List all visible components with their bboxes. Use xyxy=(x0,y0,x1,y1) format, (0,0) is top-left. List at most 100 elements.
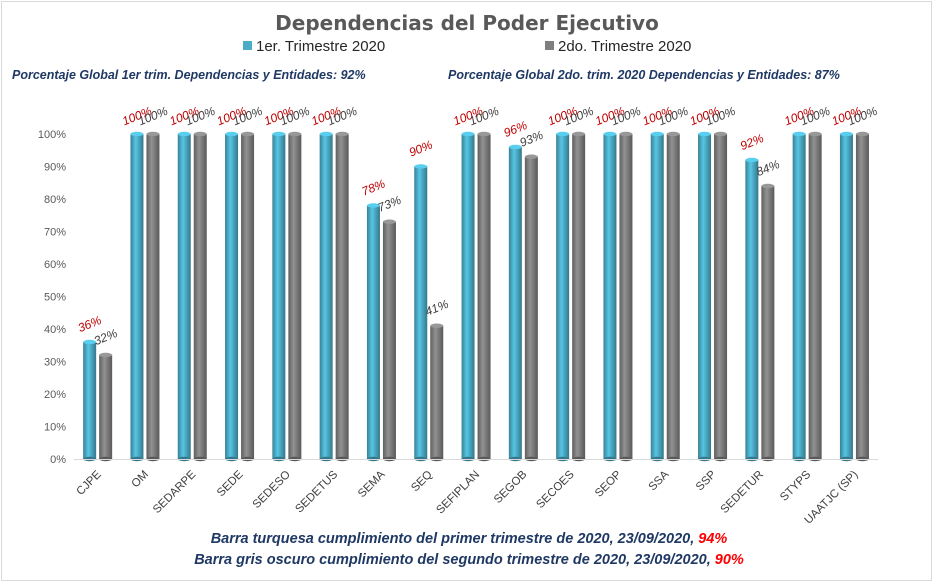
bar-cap xyxy=(714,131,728,137)
bar-series-1 xyxy=(83,339,97,462)
bar-body xyxy=(366,205,380,459)
bar-series-2 xyxy=(761,183,775,462)
y-tick-label: 0% xyxy=(50,454,66,466)
bar-cap xyxy=(288,131,302,137)
x-axis: CJPE OM SEDARPE SEDE SEDESO SEDETUS SEMA SEQ SEF… xyxy=(74,459,879,527)
data-label-series-2: 32% xyxy=(92,326,120,348)
bar-body xyxy=(414,166,428,459)
bar-cap xyxy=(792,131,806,137)
bar-body xyxy=(855,134,869,459)
x-category-label: SEDESO xyxy=(251,469,293,511)
data-label-series-1: 78% xyxy=(360,176,388,198)
bar-cap xyxy=(461,131,475,137)
bar-cap xyxy=(366,203,380,208)
bar-series-1 xyxy=(272,131,286,462)
bar-body xyxy=(556,134,570,459)
bar-body xyxy=(430,325,444,459)
bar-cap xyxy=(839,131,853,137)
bar-cap xyxy=(225,131,239,137)
bar-series-2 xyxy=(382,219,396,462)
x-category-label: SEDE xyxy=(215,468,246,499)
bar-body xyxy=(319,134,333,459)
bar-body xyxy=(335,134,349,459)
y-tick-label: 40% xyxy=(44,324,66,336)
x-category-label: STYPS xyxy=(778,468,813,503)
footnote-q1: Barra turquesa cumplimiento del primer t… xyxy=(211,531,728,547)
x-category-label: SEDETUS xyxy=(293,468,340,515)
bar-series-1 xyxy=(366,203,380,462)
footnote-q1-value: 94% xyxy=(698,531,727,547)
bar-series-2 xyxy=(241,131,255,462)
bar-body xyxy=(272,134,286,459)
bar-cap xyxy=(477,131,491,137)
bar-cap xyxy=(603,131,617,137)
bar-cap xyxy=(619,131,633,137)
footnote-q1-text: Barra turquesa cumplimiento del primer t… xyxy=(211,531,699,547)
legend-label-series-1: 1er. Trimestre 2020 xyxy=(256,38,385,55)
y-tick-label: 10% xyxy=(44,422,66,434)
x-category-label: SEOP xyxy=(593,468,624,499)
bar-body xyxy=(146,134,160,459)
x-category-label: SECOES xyxy=(534,468,577,511)
bar-series-1 xyxy=(225,131,239,462)
bar-body xyxy=(572,134,586,459)
y-tick-label: 30% xyxy=(44,357,66,369)
y-tick-label: 100% xyxy=(38,129,66,141)
bar-series-2 xyxy=(855,131,869,462)
bar-series-2 xyxy=(99,352,113,462)
bar-cap xyxy=(808,131,822,137)
bar-cap xyxy=(130,131,144,137)
y-tick-label: 20% xyxy=(44,389,66,401)
legend-swatch-series-2 xyxy=(545,41,554,50)
bar-cap xyxy=(414,164,428,169)
x-category-label: SSA xyxy=(647,468,672,493)
bar-series-1 xyxy=(508,144,522,462)
bar-cap xyxy=(177,131,191,137)
bar-cap xyxy=(698,131,712,137)
bar-body xyxy=(745,160,759,459)
legend-label-series-2: 2do. Trimestre 2020 xyxy=(558,38,691,55)
bar-series-1 xyxy=(130,131,144,462)
y-axis: 0% 10% 20% 30% 40% 50% 60% 70% 80% 90% 100% xyxy=(38,129,66,466)
y-tick-label: 60% xyxy=(44,259,66,271)
bar-series-2 xyxy=(288,131,302,462)
bar-body xyxy=(83,342,97,459)
bar-cap xyxy=(855,131,869,137)
bar-cap xyxy=(99,352,113,358)
bar-cap xyxy=(572,131,586,137)
bar-series-2 xyxy=(808,131,822,462)
x-category-label: SEQ xyxy=(409,469,435,495)
bar-series-1 xyxy=(745,157,759,462)
bar-series-1 xyxy=(461,131,475,462)
bar-series-1 xyxy=(792,131,806,462)
bar-cap xyxy=(241,131,255,137)
bar-cap xyxy=(319,131,333,137)
chart-title: Dependencias del Poder Ejecutivo xyxy=(275,11,659,35)
bar-series-2 xyxy=(146,131,160,462)
x-category-label: CJPE xyxy=(74,468,104,498)
footnote-q2-text: Barra gris oscuro cumplimiento del segun… xyxy=(194,552,715,568)
bar-body xyxy=(650,134,664,459)
x-category-label: SEDARPE xyxy=(151,468,199,516)
bar-body xyxy=(761,186,775,459)
bar-body xyxy=(619,134,633,459)
bar-cap xyxy=(193,131,207,137)
bar-body xyxy=(603,134,617,459)
bar-series-2 xyxy=(619,131,633,462)
bar-cap xyxy=(556,131,570,137)
footnote-q2-value: 90% xyxy=(715,552,744,568)
bar-cap xyxy=(666,131,680,137)
x-category-label: SEFIPLAN xyxy=(434,469,482,517)
y-tick-label: 50% xyxy=(44,292,66,304)
y-tick-label: 70% xyxy=(44,227,66,239)
bar-body xyxy=(193,134,207,459)
legend-swatch-series-1 xyxy=(243,41,252,50)
y-tick-label: 90% xyxy=(44,162,66,174)
bar-body xyxy=(698,134,712,459)
global-percentage-q2: Porcentaje Global 2do. trim. 2020 Depend… xyxy=(448,68,840,82)
bar-body xyxy=(808,134,822,459)
bar-body xyxy=(666,134,680,459)
data-label-series-1: 92% xyxy=(738,131,766,153)
